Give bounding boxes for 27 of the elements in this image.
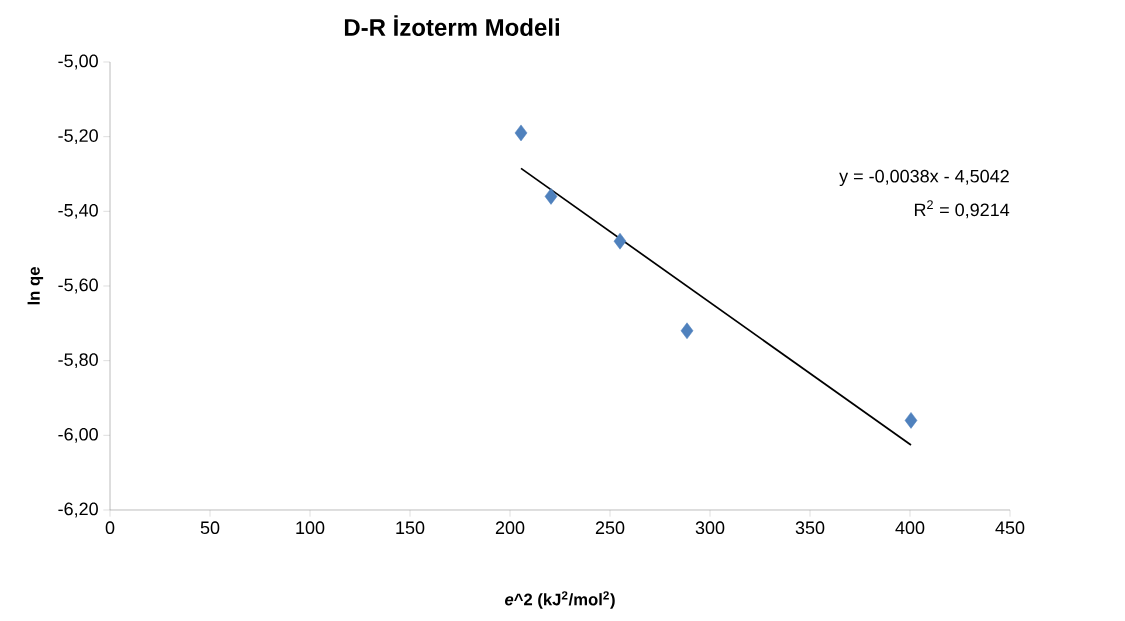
- point: [680, 322, 694, 340]
- y-tick-label: -5,60: [58, 278, 98, 294]
- point: [514, 124, 528, 142]
- x-tick-label: 450: [995, 521, 1025, 535]
- x-tick-label: 0: [105, 521, 115, 535]
- x-tick-label: 50: [200, 521, 220, 535]
- y-tick-label: -6,00: [58, 427, 98, 443]
- annotation: y = -0,0038x - 4,5042: [839, 169, 1009, 187]
- y-tick-label: -5,00: [58, 54, 98, 70]
- x-tick-label: 200: [495, 521, 525, 535]
- annotation: R$^{2}$ = 0,9214: [914, 200, 1010, 219]
- x-axis-title: e^2 (kJ$^{2}$/mol$^{2}$): [504, 591, 615, 609]
- point: [904, 412, 918, 429]
- y-tick-label: -5,80: [58, 353, 98, 369]
- y-tick-label: -5,40: [58, 203, 98, 219]
- x-tick-label: 250: [595, 521, 625, 535]
- x-tick-label: 100: [296, 521, 325, 535]
- point: [544, 188, 558, 205]
- point: [613, 232, 627, 250]
- y-tick-label: -6,20: [58, 502, 98, 518]
- y-tick-label: -5,20: [58, 129, 98, 145]
- x-tick-label: 400: [895, 521, 925, 535]
- x-tick-label: 350: [795, 521, 825, 535]
- chart-title: D-R İzoterm Modeli: [344, 15, 559, 36]
- x-tick-label: 300: [695, 521, 725, 535]
- y-axis-title: ln qe: [27, 267, 44, 305]
- x-tick-label: 150: [396, 521, 425, 535]
